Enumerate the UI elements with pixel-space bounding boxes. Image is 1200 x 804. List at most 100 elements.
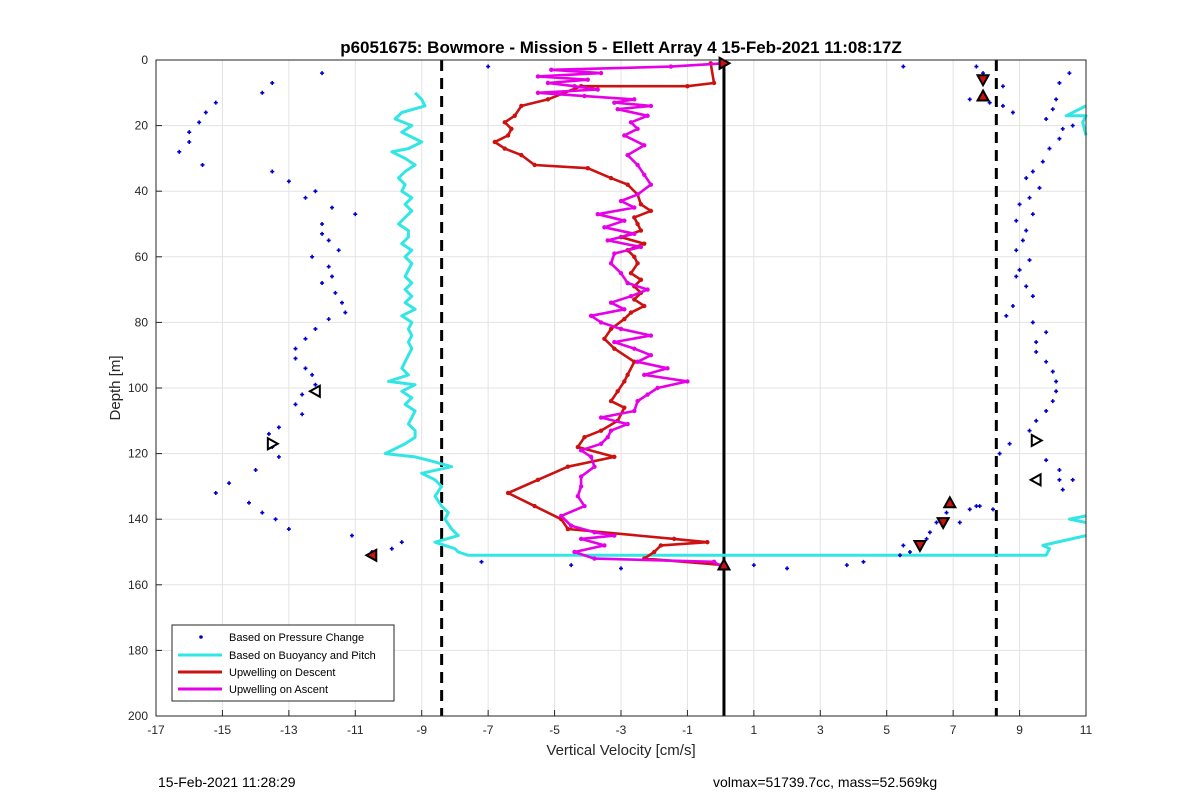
series-point-descent (612, 454, 617, 460)
x-tick-label: -1 (682, 723, 693, 737)
series-point-ascent (578, 484, 584, 489)
pressure-point (1030, 320, 1035, 325)
series-point-descent (565, 464, 571, 469)
series-point-descent (638, 228, 644, 233)
series-point-ascent (545, 80, 551, 86)
legend: Based on Pressure Change Based on Buoyan… (171, 624, 395, 702)
y-tick-label: 60 (135, 250, 149, 264)
pressure-point (213, 100, 218, 105)
pressure-point (300, 412, 305, 417)
pressure-point (1027, 195, 1032, 200)
pressure-point (901, 543, 906, 548)
series-point-ascent (632, 408, 637, 414)
y-axis-label: Depth [m] (107, 355, 124, 420)
pressure-point (1014, 274, 1019, 279)
pressure-point (944, 510, 949, 515)
series-point-ascent (588, 454, 594, 460)
pressure-point (927, 530, 932, 535)
pressure-point (213, 490, 218, 495)
y-tick-label: 120 (128, 447, 148, 461)
pressure-point (200, 162, 205, 167)
y-tick-label: 80 (135, 315, 149, 329)
pressure-point (1044, 458, 1049, 463)
series-point-descent (622, 405, 627, 410)
pressure-point (286, 179, 291, 184)
series-point-descent (638, 277, 644, 282)
series-point-ascent (549, 67, 554, 73)
series-point-descent (648, 208, 654, 214)
series-point-ascent (632, 97, 637, 102)
pressure-point (898, 553, 902, 558)
pressure-point (1050, 107, 1055, 112)
series-point-descent (628, 271, 634, 276)
tick-labels: -17 -15 -13 -11 -9 -7 -5 -3 -1 1 3 5 7 9 1102040608010… (128, 53, 1093, 737)
pressure-point (1070, 123, 1075, 128)
series-point-descent (512, 113, 517, 118)
series-point-ascent (535, 90, 541, 96)
pressure-point (1027, 258, 1032, 263)
series-point-ascent (648, 333, 654, 338)
series-point-ascent (642, 372, 647, 378)
series-point-ascent (605, 435, 610, 440)
pressure-point (974, 64, 979, 69)
x-tick-label: -7 (483, 723, 494, 737)
pressure-point (326, 317, 331, 322)
markers-layer (266, 56, 1044, 571)
pressure-point (266, 431, 271, 436)
series-point-ascent (638, 244, 644, 250)
pressure-point (1034, 349, 1039, 354)
pressure-point (187, 140, 192, 144)
series-point-ascent (645, 287, 650, 292)
x-tick-label: -5 (549, 723, 560, 737)
series-point-ascent (605, 238, 610, 243)
series-point-descent (625, 182, 630, 187)
pressure-point (1054, 97, 1059, 102)
x-tick-label: -13 (280, 723, 298, 737)
series-point-ascent (668, 64, 674, 69)
pressure-point (326, 238, 331, 243)
pressure-point (303, 195, 308, 200)
series-point-ascent (648, 103, 654, 109)
series-point-ascent (635, 359, 640, 364)
series-point-ascent (622, 307, 627, 312)
series-point-descent (598, 428, 604, 433)
pressure-point (203, 110, 208, 115)
series-point-descent (505, 133, 511, 138)
series-point-ascent (642, 172, 647, 177)
pressure-point (1047, 146, 1052, 151)
series-point-ascent (628, 293, 634, 299)
event-marker-tri-right (1030, 433, 1044, 448)
x-tick-label: -9 (416, 723, 427, 737)
x-tick-label: -3 (616, 723, 627, 737)
pressure-point (1000, 84, 1005, 89)
pressure-point (907, 550, 912, 554)
x-tick-label: 5 (883, 723, 890, 737)
series-point-ascent (582, 503, 587, 509)
series-point-descent (642, 303, 647, 309)
pressure-point (1027, 428, 1032, 433)
pressure-point (310, 254, 315, 259)
series-point-descent (625, 372, 630, 378)
pressure-point (330, 274, 335, 279)
legend-label: Upwelling on Ascent (229, 684, 328, 696)
x-tick-label: -15 (214, 723, 232, 737)
pressure-point (486, 64, 491, 69)
pressure-point (1037, 185, 1042, 190)
pressure-point (260, 90, 265, 95)
series-point-descent (612, 346, 617, 351)
pressure-point (1010, 110, 1015, 115)
pressure-point (1010, 304, 1015, 308)
pressure-point (1050, 369, 1055, 374)
series-point-ascent (598, 415, 604, 420)
pressure-point (1030, 212, 1035, 217)
series-point-ascent (608, 300, 614, 305)
pressure-point (273, 517, 278, 522)
series-point-descent (615, 389, 620, 394)
series-point-descent (632, 297, 637, 302)
pressure-point (1020, 238, 1025, 243)
event-marker-tri-up (975, 88, 991, 102)
pressure-point (1000, 103, 1005, 108)
event-marker-tri-down (935, 517, 951, 531)
event-marker-tri-left (1028, 472, 1042, 488)
pressure-point (861, 559, 866, 564)
